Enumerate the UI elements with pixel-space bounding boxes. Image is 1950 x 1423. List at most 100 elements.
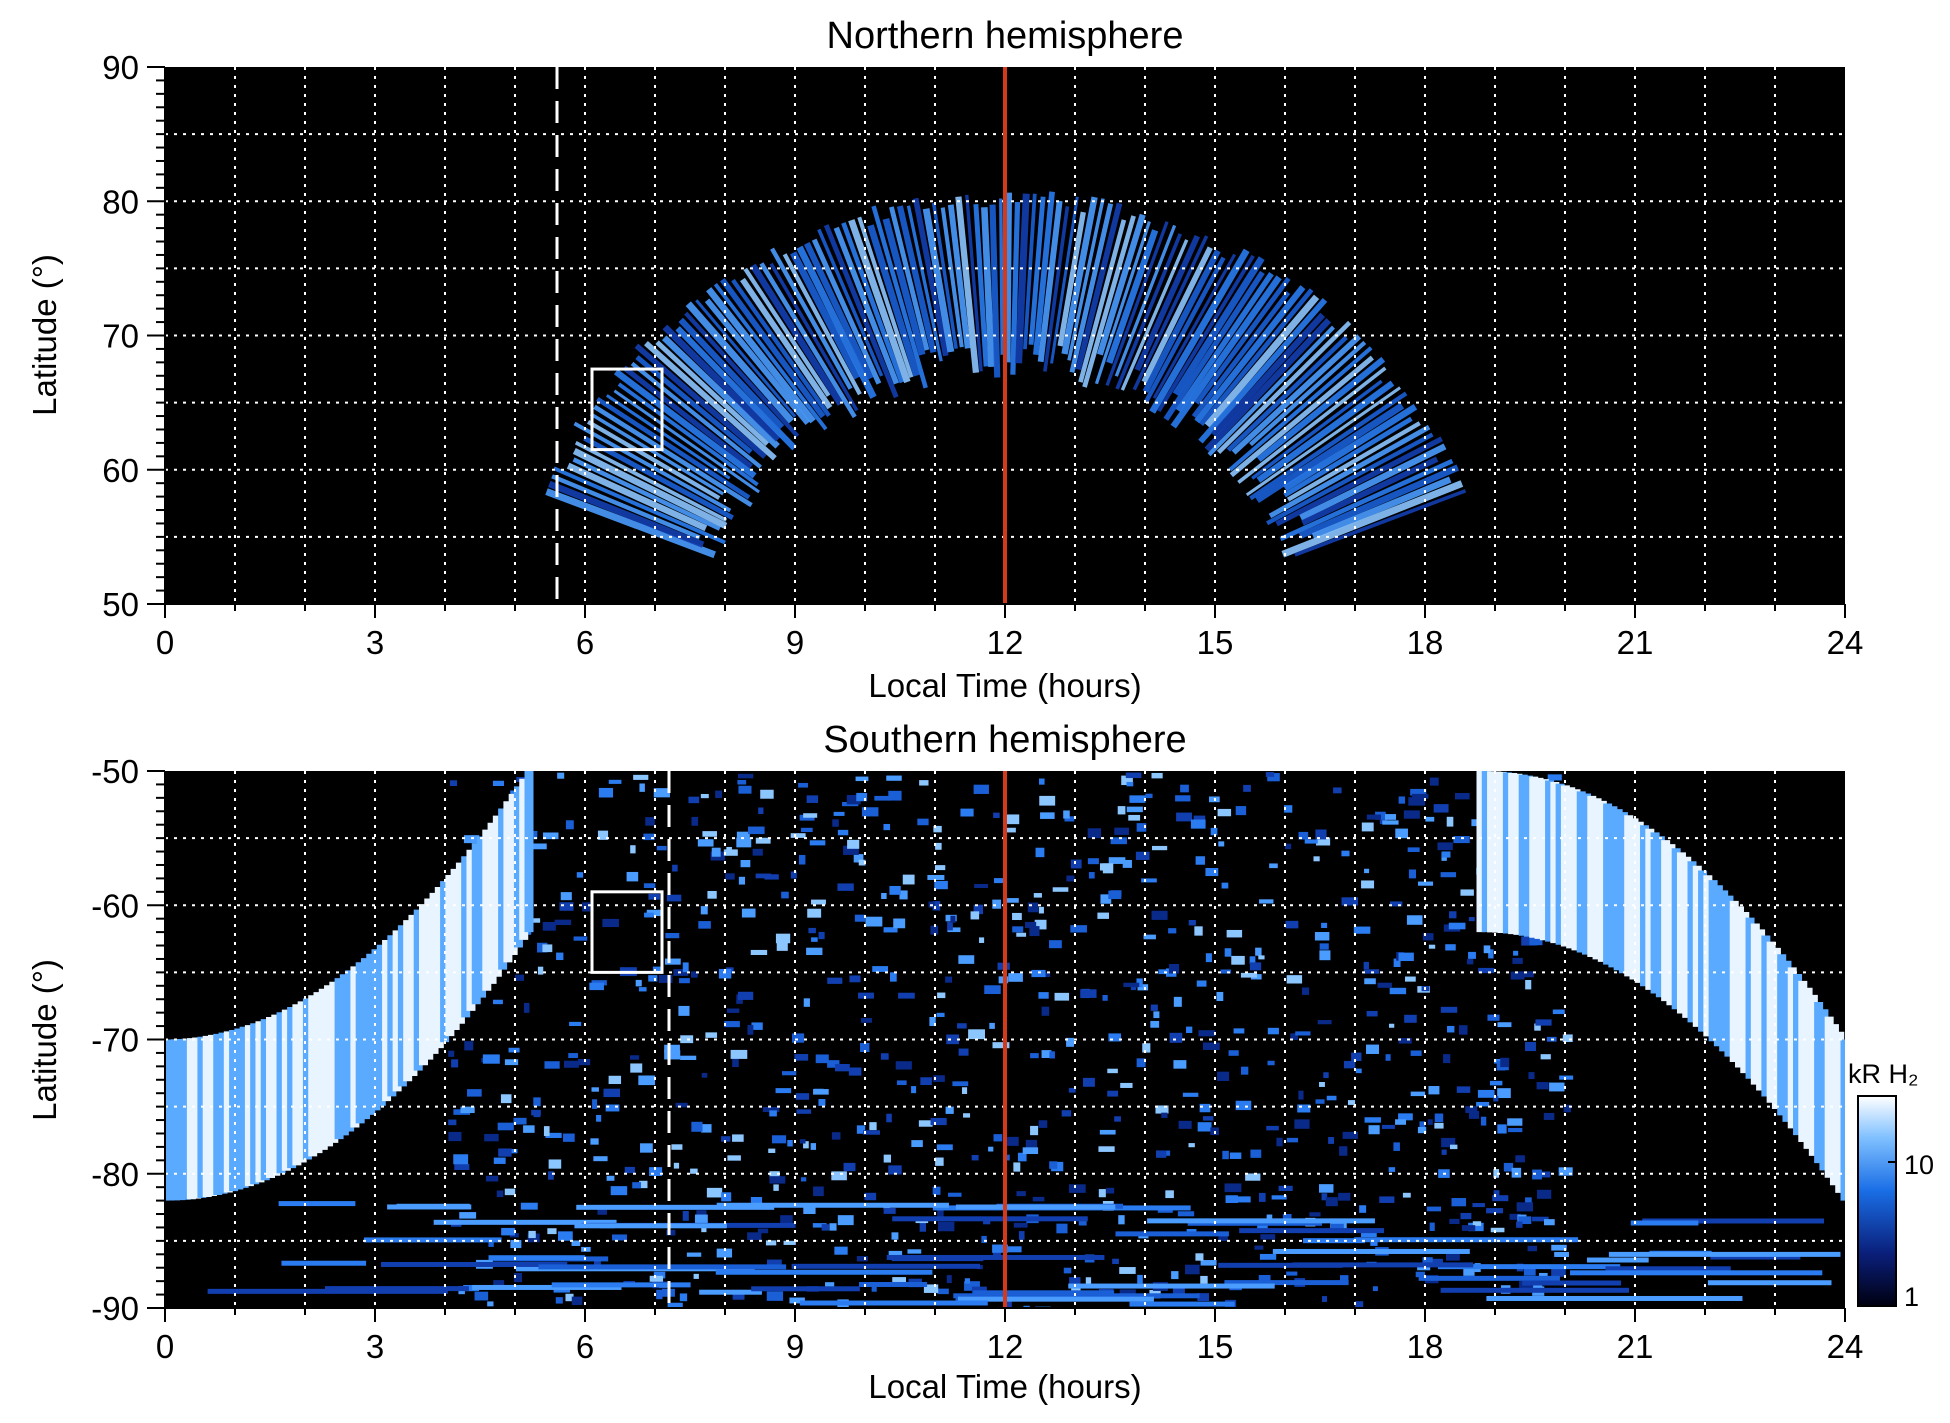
northern-emission-streak <box>940 207 964 348</box>
southern-emission-speckle <box>1458 1025 1468 1035</box>
southern-emission-speckle <box>752 848 763 856</box>
southern-emission-speckle <box>1197 1293 1210 1301</box>
southern-emission-speckle <box>803 813 818 818</box>
southern-emission-speckle <box>856 1125 866 1134</box>
x-tick-label: 15 <box>1197 624 1234 661</box>
southern-emission-speckle <box>1453 836 1470 844</box>
southern-emission-speckle <box>648 975 658 982</box>
southern-emission-speckle <box>1080 989 1097 998</box>
northern-emission-streak <box>1114 224 1177 377</box>
northern-emission-streak <box>1298 464 1460 539</box>
northern-emission-streak <box>1069 203 1114 373</box>
southern-emission-band <box>281 1260 367 1266</box>
northern-emission-streak <box>769 262 859 412</box>
southern-emission-speckle <box>968 1029 985 1040</box>
southern-emission-speckle <box>493 1280 505 1287</box>
southern-emission-speckle <box>889 885 901 895</box>
southern-emission-speckle <box>1195 856 1205 865</box>
northern-emission-streak <box>1226 335 1348 452</box>
southern-emission-speckle <box>748 826 765 835</box>
southern-emission-speckle <box>645 817 655 826</box>
southern-emission-speckle <box>1180 784 1189 793</box>
northern-emission-streak <box>596 396 751 500</box>
southern-emission-speckle <box>856 1256 868 1262</box>
southern-emission-speckle <box>795 1093 810 1100</box>
southern-emission-speckle <box>467 1089 482 1097</box>
southern-emission-speckle <box>1323 1072 1329 1079</box>
southern-emission-speckle <box>1225 1195 1238 1203</box>
northern-emission-streak <box>586 419 721 500</box>
southern-emission-speckle <box>1254 1245 1264 1250</box>
southern-emission-speckle <box>1429 1222 1435 1231</box>
southern-emission-speckle <box>464 1041 474 1051</box>
northern-emission-streak <box>572 457 721 531</box>
southern-emission-speckle <box>799 1139 806 1144</box>
southern-emission-speckle <box>1013 1222 1028 1228</box>
northern-emission-streak <box>796 245 877 399</box>
northern-emission-streak <box>931 202 958 349</box>
southern-emission-speckle <box>833 811 845 816</box>
southern-emission-speckle <box>1364 1117 1381 1123</box>
northern-emission-streak <box>655 340 770 446</box>
northern-emission-streak <box>1115 233 1182 390</box>
x-tick-label: 12 <box>987 624 1024 661</box>
southern-emission-speckle <box>1070 925 1087 933</box>
southern-emission-speckle <box>1297 1104 1311 1113</box>
southern-emission-speckle <box>1509 1213 1522 1220</box>
southern-emission-speckle <box>1066 875 1075 882</box>
southern-emission-speckle <box>1126 806 1143 813</box>
southern-emission-speckle <box>543 1126 550 1137</box>
x-tick-label: 9 <box>786 624 804 661</box>
southern-emission-speckle <box>790 833 806 838</box>
southern-emission-speckle <box>1030 1125 1039 1136</box>
northern-emission-streak <box>1194 285 1306 424</box>
southern-emission-speckle <box>1353 926 1371 934</box>
southern-emission-speckle <box>1527 1245 1538 1252</box>
southern-emission-speckle <box>554 919 572 926</box>
southern-emission-speckle <box>705 1032 718 1038</box>
southern-emission-speckle <box>970 911 980 920</box>
southern-emission-speckle <box>1461 1225 1476 1231</box>
southern-emission-speckle <box>1468 1110 1480 1119</box>
southern-emission-speckle <box>630 1063 643 1073</box>
southern-emission-band <box>278 1201 356 1207</box>
southern-emission-speckle <box>686 1252 702 1257</box>
southern-emission-band <box>1522 1280 1622 1286</box>
southern-emission-speckle <box>1025 921 1037 928</box>
northern-emission-streak <box>841 222 905 384</box>
southern-emission-speckle <box>1429 777 1439 786</box>
southern-emission-band <box>1570 1270 1823 1276</box>
southern-emission-speckle <box>855 776 869 782</box>
southern-emission-speckle <box>950 915 956 923</box>
southern-emission-speckle <box>948 1192 962 1197</box>
northern-emission-streak <box>981 207 995 368</box>
southern-emission-speckle <box>1558 1167 1573 1176</box>
northern-emission-streak <box>1249 340 1367 447</box>
southern-emission-speckle <box>937 1221 955 1232</box>
southern-emission-speckle <box>589 982 604 991</box>
southern-emission-speckle <box>597 1209 607 1215</box>
southern-emission-speckle <box>1119 1289 1136 1297</box>
southern-emission-speckle <box>682 1210 689 1221</box>
x-tick-label: 9 <box>786 1328 804 1365</box>
southern-emission-speckle <box>958 955 975 964</box>
southern-emission-band <box>891 1256 984 1262</box>
southern-emission-speckle <box>1516 1221 1523 1228</box>
southern-emission-speckle <box>937 992 946 999</box>
x-tick-label: 0 <box>156 624 174 661</box>
y-tick-label: 70 <box>102 318 139 355</box>
southern-emission-speckle <box>1235 1100 1252 1111</box>
northern-emission-streak <box>1094 221 1151 385</box>
southern-emission-speckle <box>791 1033 805 1043</box>
southern-emission-speckle <box>1468 1222 1484 1232</box>
southern-emission-speckle <box>649 1275 664 1282</box>
southern-emission-speckle <box>1196 980 1207 987</box>
southern-emission-speckle <box>1341 850 1350 857</box>
southern-emission-speckle <box>1197 1122 1212 1132</box>
northern-emission-streak <box>1255 402 1405 503</box>
southern-x-axis-label: Local Time (hours) <box>868 1368 1141 1405</box>
southern-emission-speckle <box>672 864 678 872</box>
southern-emission-speckle <box>1366 1010 1378 1017</box>
southern-emission-speckle <box>1195 1253 1204 1261</box>
southern-emission-speckle <box>1536 1082 1549 1090</box>
